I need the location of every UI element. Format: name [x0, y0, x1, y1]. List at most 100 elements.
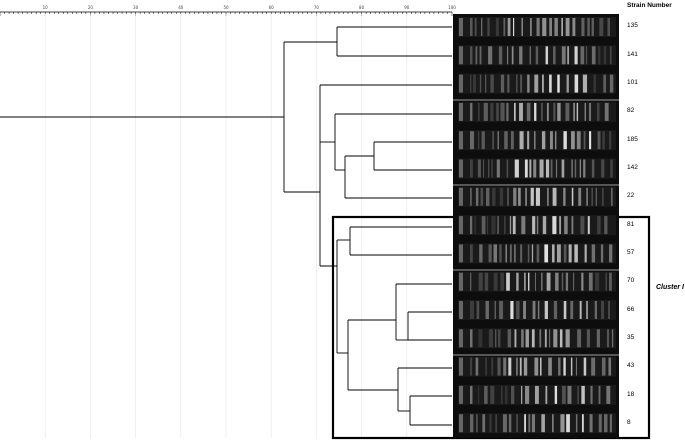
gel-band — [571, 159, 573, 178]
gel-band — [481, 216, 486, 235]
gel-band — [514, 329, 517, 348]
gel-band — [588, 272, 593, 291]
gel-band — [527, 244, 530, 263]
gel-lane — [458, 186, 616, 207]
gel-lane — [458, 158, 616, 179]
gel-band — [571, 131, 575, 150]
strain-label: 135 — [627, 22, 638, 29]
gel-band — [591, 357, 596, 376]
gel-band — [563, 357, 566, 376]
lane-well — [459, 18, 463, 36]
gel-band — [470, 329, 473, 348]
scale-tick-label: 10 — [43, 5, 49, 10]
gel-band — [526, 102, 531, 121]
gel-band — [546, 272, 551, 291]
gel-band — [579, 301, 582, 319]
gel-band — [568, 244, 572, 263]
gel-band — [577, 329, 582, 348]
gel-lane — [458, 384, 616, 405]
gel-band — [507, 18, 511, 36]
gel-lane — [458, 17, 616, 37]
gel-band — [490, 385, 495, 404]
gel-band — [470, 244, 473, 263]
gel-band — [563, 301, 567, 319]
gel-band — [539, 159, 544, 178]
gel-band — [539, 329, 542, 348]
gel-band — [603, 74, 607, 93]
lane-well — [459, 131, 463, 150]
gel-band — [519, 102, 523, 121]
gel-band — [554, 18, 558, 36]
gel-band — [493, 272, 498, 291]
gel-band — [525, 187, 527, 206]
gel-band — [546, 102, 549, 121]
gel-band — [566, 414, 570, 433]
strain-label: 57 — [627, 249, 635, 256]
gel-band — [479, 74, 482, 93]
lane-track — [458, 215, 616, 236]
gel-band — [509, 244, 512, 263]
gel-band — [572, 18, 576, 36]
gel-band — [551, 244, 555, 263]
gel-band — [470, 272, 472, 291]
gel-band — [604, 102, 609, 121]
gel-band — [499, 301, 504, 319]
scale-tick-label: 60 — [269, 5, 275, 10]
gel-band — [483, 102, 488, 121]
gel-band — [554, 385, 558, 404]
gel-band — [549, 74, 552, 93]
gel-band — [470, 301, 474, 319]
strain-label: 81 — [627, 221, 635, 228]
gel-band — [567, 385, 572, 404]
gel-band — [499, 187, 504, 206]
gel-lane — [458, 356, 616, 377]
gel-band — [552, 216, 557, 235]
scale-tick-label: 30 — [133, 5, 139, 10]
gel-band — [609, 414, 613, 433]
gel-band — [479, 244, 483, 263]
gel-band — [491, 216, 496, 235]
gel-band — [609, 74, 614, 93]
gel-band — [531, 244, 534, 263]
lane-track — [458, 300, 616, 320]
gel-band — [608, 357, 612, 376]
gel-band — [497, 216, 499, 235]
gel-lane — [458, 271, 616, 292]
gel-band — [559, 216, 561, 235]
gel-band — [557, 74, 560, 93]
gel-band — [548, 357, 552, 376]
gel-band — [549, 131, 553, 150]
gel-lane — [458, 328, 616, 349]
gel-band — [580, 216, 585, 235]
gel-band — [521, 216, 526, 235]
gel-band — [495, 18, 499, 36]
gel-band — [591, 18, 594, 36]
gel-lane — [458, 130, 616, 151]
lane-well — [459, 74, 463, 93]
gel-band — [550, 159, 553, 178]
gel-band — [591, 187, 593, 206]
gel-band — [535, 187, 540, 206]
lane-well — [459, 102, 463, 121]
gel-band — [507, 187, 509, 206]
strain-label: 142 — [627, 164, 638, 171]
gel-band — [602, 131, 605, 150]
gel-band — [530, 187, 534, 206]
gel-band — [470, 159, 473, 178]
gel-band — [549, 18, 552, 36]
gel-band — [586, 329, 590, 348]
gel-band — [505, 244, 507, 263]
gel-band — [513, 187, 517, 206]
strain-label: 141 — [627, 51, 638, 58]
gel-band — [484, 272, 489, 291]
gel-band — [541, 272, 543, 291]
gel-band — [603, 46, 607, 65]
gel-band — [577, 385, 579, 404]
gel-band — [470, 102, 473, 121]
gel-band — [521, 329, 524, 348]
gel-band — [474, 18, 477, 36]
gel-band — [605, 272, 607, 291]
gel-band — [487, 18, 490, 36]
gel-band — [511, 46, 514, 65]
lane-track — [458, 271, 616, 292]
